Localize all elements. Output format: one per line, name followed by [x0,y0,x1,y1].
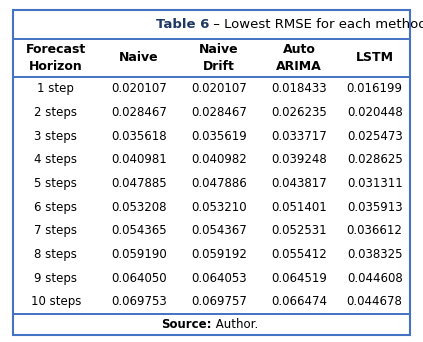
Text: Forecast: Forecast [26,43,86,56]
Text: Horizon: Horizon [29,60,83,73]
Text: Auto: Auto [283,43,316,56]
Text: Naive: Naive [119,51,159,64]
Text: 0.026235: 0.026235 [271,106,327,119]
Text: 2 steps: 2 steps [34,106,77,119]
Text: Source:: Source: [161,318,212,331]
Text: ARIMA: ARIMA [276,60,322,73]
Text: 8 steps: 8 steps [34,248,77,261]
Text: 0.064050: 0.064050 [111,272,167,285]
Text: 0.020448: 0.020448 [347,106,403,119]
Text: 0.028625: 0.028625 [347,153,403,166]
Text: 0.035618: 0.035618 [111,130,167,143]
Text: Author.: Author. [212,318,258,331]
Text: 0.053208: 0.053208 [111,200,167,213]
Text: 0.047885: 0.047885 [111,177,167,190]
Text: 0.051401: 0.051401 [271,200,327,213]
Text: 0.044608: 0.044608 [347,272,403,285]
Text: 9 steps: 9 steps [34,272,77,285]
Text: Drift: Drift [203,60,235,73]
Text: 0.040981: 0.040981 [111,153,167,166]
Text: 0.033717: 0.033717 [271,130,327,143]
Text: 0.025473: 0.025473 [347,130,403,143]
Text: 0.064519: 0.064519 [271,272,327,285]
Text: 0.055412: 0.055412 [271,248,327,261]
Text: 0.064053: 0.064053 [191,272,247,285]
Text: 0.066474: 0.066474 [271,295,327,308]
FancyBboxPatch shape [13,10,410,335]
Text: 0.069757: 0.069757 [191,295,247,308]
Text: 5 steps: 5 steps [34,177,77,190]
Text: 0.038325: 0.038325 [347,248,402,261]
Text: Table 6: Table 6 [156,18,209,31]
Text: 0.054367: 0.054367 [191,224,247,237]
Text: 1 step: 1 step [38,82,74,95]
Text: 0.047886: 0.047886 [191,177,247,190]
Text: 0.028467: 0.028467 [191,106,247,119]
Text: 0.036612: 0.036612 [347,224,403,237]
Text: LSTM: LSTM [356,51,394,64]
Text: 0.035913: 0.035913 [347,200,402,213]
Text: 0.031311: 0.031311 [347,177,403,190]
Text: 0.059190: 0.059190 [111,248,167,261]
Text: 10 steps: 10 steps [31,295,81,308]
Text: 0.040982: 0.040982 [191,153,247,166]
Text: 0.039248: 0.039248 [271,153,327,166]
Text: 0.016199: 0.016199 [347,82,403,95]
Text: 0.053210: 0.053210 [191,200,247,213]
Text: 0.054365: 0.054365 [111,224,167,237]
Text: – Lowest RMSE for each method: – Lowest RMSE for each method [209,18,423,31]
Text: 0.069753: 0.069753 [111,295,167,308]
Text: 0.043817: 0.043817 [271,177,327,190]
Text: 0.020107: 0.020107 [111,82,167,95]
Text: 0.035619: 0.035619 [191,130,247,143]
Text: 4 steps: 4 steps [34,153,77,166]
Text: 7 steps: 7 steps [34,224,77,237]
Text: 0.059192: 0.059192 [191,248,247,261]
Text: 0.028467: 0.028467 [111,106,167,119]
Text: 0.020107: 0.020107 [191,82,247,95]
Text: 0.044678: 0.044678 [347,295,403,308]
Text: 6 steps: 6 steps [34,200,77,213]
Text: 3 steps: 3 steps [34,130,77,143]
Text: 0.052531: 0.052531 [271,224,327,237]
Text: Naive: Naive [199,43,239,56]
Text: 0.018433: 0.018433 [271,82,327,95]
